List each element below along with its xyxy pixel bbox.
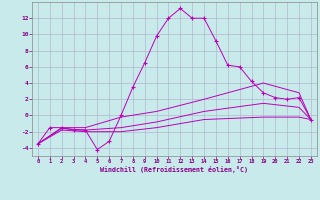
X-axis label: Windchill (Refroidissement éolien,°C): Windchill (Refroidissement éolien,°C) xyxy=(100,166,248,173)
